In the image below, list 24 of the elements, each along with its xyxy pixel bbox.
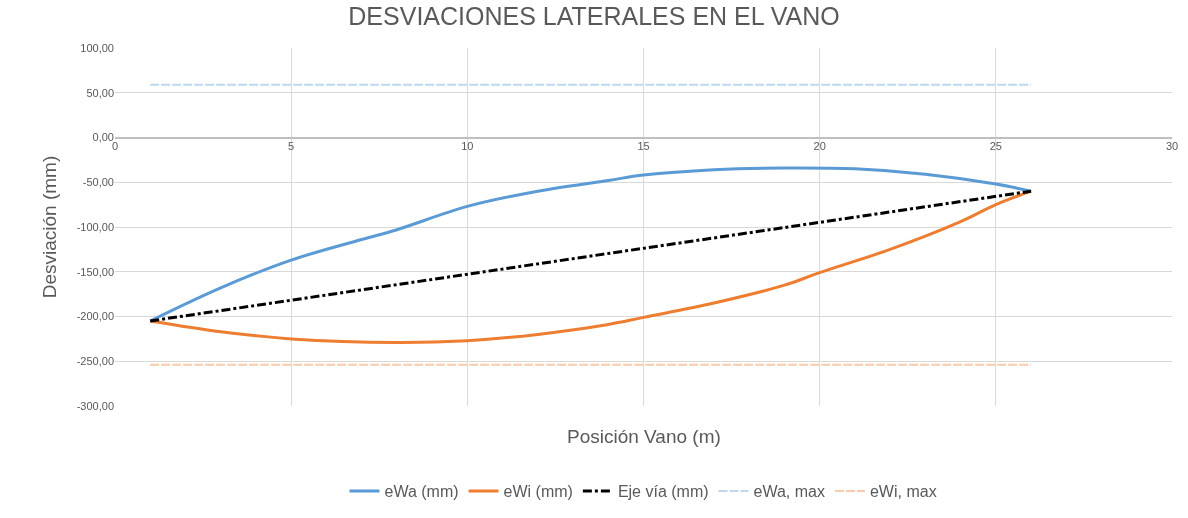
y-tick-label: -150,00: [76, 265, 114, 278]
x-tick-label: 25: [989, 139, 1002, 152]
y-tick-label: 0,00: [92, 131, 114, 144]
y-tick-label: -200,00: [76, 310, 114, 323]
legend-label: eWi, max: [869, 483, 937, 501]
y-tick-label: -250,00: [76, 355, 114, 368]
x-tick-label: 30: [1165, 139, 1179, 152]
y-tick-label: 50,00: [86, 86, 114, 99]
y-axis-title: Desviación (mm): [38, 155, 60, 299]
x-tick-label: 10: [461, 139, 474, 152]
y-tick-label: 100,00: [80, 41, 114, 54]
x-tick-label: 15: [637, 139, 650, 152]
x-tick-label: 0: [111, 139, 119, 152]
x-axis-title: Posición Vano (m): [567, 426, 721, 447]
chart-title: DESVIACIONES LATERALES EN EL VANO: [348, 2, 840, 31]
legend-label: Eje vía (mm): [617, 483, 709, 501]
y-tick-label: -300,00: [76, 399, 114, 412]
legend-label: eWi (mm): [503, 483, 573, 501]
x-tick-label: 20: [813, 139, 826, 152]
y-tick-label: -50,00: [82, 176, 114, 189]
y-tick-label: -100,00: [76, 220, 114, 233]
legend-label: eWa, max: [753, 483, 825, 501]
legend-label: eWa (mm): [384, 483, 459, 501]
x-tick-label: 5: [288, 139, 295, 152]
